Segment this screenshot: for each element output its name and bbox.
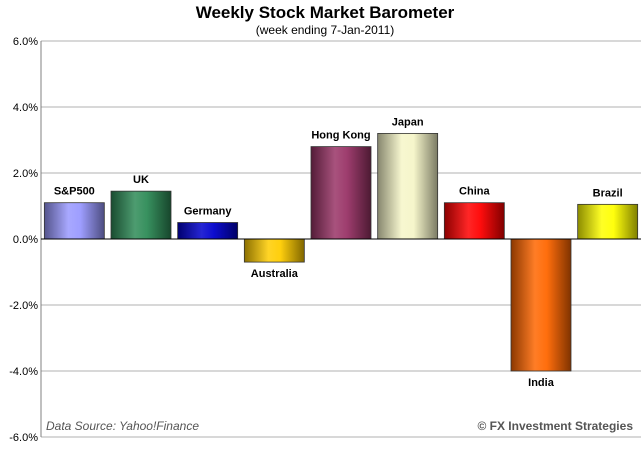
bars bbox=[43, 132, 639, 372]
bar-brazil bbox=[577, 203, 639, 240]
bar-uk bbox=[110, 190, 172, 240]
y-tick-label: -4.0% bbox=[9, 366, 38, 378]
y-tick-label: 2.0% bbox=[13, 168, 38, 180]
y-tick-label: 6.0% bbox=[13, 36, 38, 48]
axes bbox=[40, 41, 641, 437]
category-label: Japan bbox=[392, 116, 424, 128]
credit-note: © FX Investment Strategies bbox=[477, 419, 633, 433]
category-label: India bbox=[528, 377, 555, 389]
y-tick-label: -6.0% bbox=[9, 432, 38, 444]
bar-china bbox=[443, 202, 505, 240]
y-tick-label: -2.0% bbox=[9, 300, 38, 312]
category-labels: S&P500 UK Germany Australia Hong Kong Japan Ch… bbox=[54, 116, 623, 389]
y-tick-label: 4.0% bbox=[13, 102, 38, 114]
category-label: S&P500 bbox=[54, 186, 95, 198]
chart-title: Weekly Stock Market Barometer bbox=[196, 3, 455, 22]
y-tick-label: 0.0% bbox=[13, 234, 38, 246]
data-source-note: Data Source: Yahoo!Finance bbox=[46, 419, 199, 433]
category-label: China bbox=[459, 186, 490, 198]
bar-germany bbox=[177, 222, 239, 240]
category-label: UK bbox=[133, 174, 149, 186]
category-label: Germany bbox=[184, 206, 233, 218]
bar-japan bbox=[377, 132, 439, 240]
category-label: Brazil bbox=[593, 187, 623, 199]
category-label: Hong Kong bbox=[311, 130, 370, 142]
bar-s-p500 bbox=[43, 202, 105, 240]
bar-hong-kong bbox=[310, 146, 372, 240]
bar-india bbox=[510, 238, 572, 372]
bar-australia bbox=[243, 238, 305, 263]
chart-subtitle: (week ending 7-Jan-2011) bbox=[256, 23, 395, 37]
y-tick-labels: 6.0% 4.0% 2.0% 0.0% -2.0% -4.0% -6.0% bbox=[9, 36, 38, 444]
category-label: Australia bbox=[251, 268, 299, 280]
